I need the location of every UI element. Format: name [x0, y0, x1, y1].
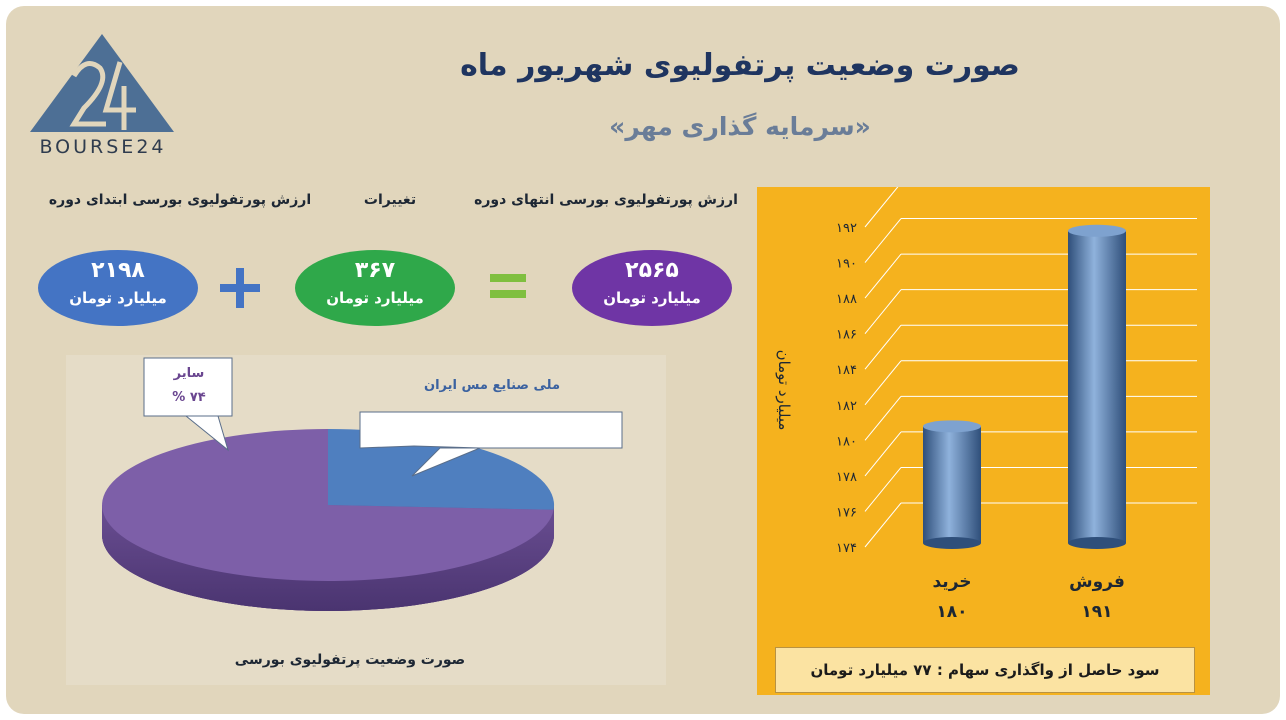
callout-mes-box — [359, 411, 623, 449]
y-tick-label: ۱۸۴ — [836, 363, 857, 378]
bar-top — [1068, 224, 1126, 237]
pie-slice-other — [102, 429, 554, 581]
gridline-diag — [864, 396, 902, 441]
callout-mes-label: ملی صنایع مس ایران — [424, 378, 560, 393]
logo-text: BOURSE24 — [39, 136, 167, 158]
page-subtitle: «سرمایه گذاری مهر» — [609, 112, 871, 141]
bar-sell — [1068, 230, 1126, 543]
end-value: ۲۵۶۵ — [625, 258, 679, 283]
gridline-diag — [864, 289, 902, 334]
bar-chart: ۱۷۴ ۱۷۶ ۱۷۸ ۱۸۰ ۱۸۲ ۱۸۴ ۱۸۶ ۱۸۸ ۱۹۰ ۱۹۲ خرید ۱۸۰ فرو… — [836, 187, 1197, 622]
plus-sign — [220, 268, 260, 308]
bar-value-label: ۱۹۱ — [1081, 602, 1112, 622]
x-category-label: فروش — [1069, 572, 1125, 592]
pie-title: صورت وضعیت پرتفولیوی بورسی — [234, 652, 466, 668]
callout-other-box — [143, 357, 233, 417]
bar-buy — [923, 426, 981, 543]
profit-box: سود حاصل از واگذاری سهام : ۷۷ میلیارد تو… — [775, 647, 1195, 693]
y-tick-label: ۱۷۴ — [836, 541, 857, 556]
change-label: تغییرات — [363, 192, 417, 208]
y-tick-label: ۱۷۶ — [836, 505, 857, 520]
bar-chart-panel — [757, 187, 1210, 695]
callout-other-pointer — [184, 415, 229, 452]
gridline-diag — [864, 467, 902, 512]
bar-top — [923, 420, 981, 433]
gridline-diag — [864, 187, 899, 228]
bar-base — [923, 537, 981, 549]
y-tick-label: ۱۹۰ — [836, 257, 857, 272]
y-tick-label: ۱۹۲ — [836, 221, 857, 236]
start-value-ellipse: ۲۱۹۸ میلیارد تومان — [38, 250, 198, 326]
end-value-label: ارزش پورتفولیوی بورسی انتهای دوره — [474, 192, 738, 208]
start-value: ۲۱۹۸ — [91, 258, 145, 283]
start-value-unit: میلیارد تومان — [69, 289, 167, 307]
y-tick-label: ۱۸۰ — [836, 434, 857, 449]
bar-value-label: ۱۸۰ — [936, 602, 967, 622]
y-tick-label: ۱۷۸ — [836, 470, 857, 485]
change-value-ellipse: ۳۶۷ میلیارد تومان — [295, 250, 455, 326]
gridline-diag — [864, 253, 902, 299]
pie-chart — [102, 357, 623, 611]
callout-other-value: ۷۴ % — [172, 390, 206, 405]
gridline-diag — [864, 502, 902, 548]
y-tick-label: ۱۸۸ — [836, 292, 857, 307]
end-value-unit: میلیارد تومان — [603, 289, 701, 307]
gridline-diag — [864, 324, 902, 370]
equals-sign — [486, 262, 530, 310]
gridline-diag — [864, 431, 902, 477]
bar-base — [1068, 537, 1126, 549]
page-title: صورت وضعیت پرتفولیوی شهریور ماه — [460, 48, 1020, 83]
gridline-diag — [864, 218, 902, 263]
callout-mes-pointer — [411, 447, 481, 477]
y-tick-label: ۱۸۶ — [836, 328, 857, 343]
y-tick-label: ۱۸۲ — [836, 399, 857, 414]
start-value-label: ارزش پورتفولیوی بورسی ابتدای دوره — [48, 192, 312, 208]
bourse24-logo — [30, 34, 174, 132]
bar-y-axis-label: میلیارد تومان — [775, 349, 793, 431]
change-value-unit: میلیارد تومان — [326, 289, 424, 307]
pie-slice-mes — [328, 429, 555, 510]
x-category-label: خرید — [932, 572, 971, 592]
end-value-ellipse: ۲۵۶۵ میلیارد تومان — [572, 250, 732, 326]
gridline-diag — [864, 360, 902, 406]
change-value: ۳۶۷ — [354, 258, 396, 283]
callout-other-label: سایر — [173, 366, 205, 381]
